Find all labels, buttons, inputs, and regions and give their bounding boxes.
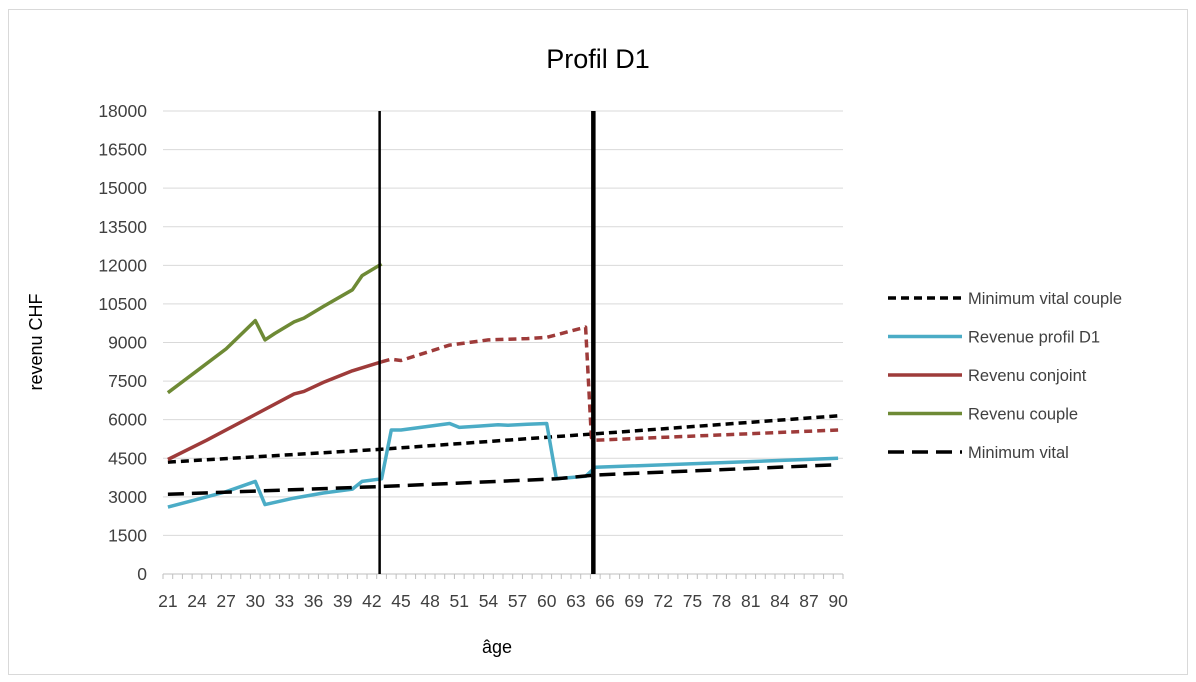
y-axis-ticks: 0 1500 3000 4500 6000 7500 9000 10500 12000 13500… [98, 101, 147, 584]
y-tick-label: 18000 [98, 101, 147, 121]
x-tick-label: 84 [770, 591, 790, 611]
vertical-markers [378, 111, 596, 574]
y-tick-label: 13500 [98, 217, 147, 237]
x-tick-label: 81 [741, 591, 760, 611]
x-tick-label: 87 [799, 591, 818, 611]
x-tick-label: 63 [566, 591, 585, 611]
y-tick-label: 16500 [98, 140, 147, 160]
series-line [167, 462, 839, 497]
x-tick-label: 54 [479, 591, 499, 611]
series-line-solid-part [167, 360, 383, 462]
x-tick-label: 75 [683, 591, 702, 611]
x-tick-label: 21 [158, 591, 177, 611]
y-tick-label: 15000 [98, 178, 147, 198]
x-tick-label: 39 [333, 591, 352, 611]
y-tick-label: 9000 [108, 333, 147, 353]
y-tick-label: 4500 [108, 448, 147, 468]
x-tick-label: 30 [246, 591, 266, 611]
y-tick-label: 10500 [98, 294, 147, 314]
x-tick-label: 57 [508, 591, 527, 611]
x-axis-title: âge [482, 637, 512, 657]
legend-label: Minimum vital couple [968, 290, 1122, 308]
legend-label: Minimum vital [968, 444, 1069, 462]
chart-title: Profil D1 [546, 44, 650, 74]
x-tick-label: 48 [420, 591, 439, 611]
grid-lines [163, 110, 843, 536]
legend: Minimum vital couple Revenue profil D1 Rev… [888, 290, 1122, 462]
x-tick-label: 45 [391, 591, 410, 611]
x-tick-label: 90 [828, 591, 848, 611]
y-axis-title: revenu CHF [26, 293, 46, 390]
legend-label: Revenue profil D1 [968, 329, 1100, 347]
legend-label: Revenu couple [968, 406, 1078, 424]
x-tick-label: 36 [304, 591, 323, 611]
y-tick-label: 1500 [108, 525, 147, 545]
x-tick-label: 33 [275, 591, 294, 611]
x-tick-label: 72 [654, 591, 673, 611]
x-tick-label: 51 [450, 591, 469, 611]
series-line [167, 414, 839, 464]
series-line [166, 262, 383, 395]
x-axis: 21 24 27 30 33 36 39 42 45 48 51 54 57 60 63 66 69 72 75 78… [158, 573, 848, 611]
plot-series [166, 262, 839, 509]
x-tick-label: 27 [216, 591, 235, 611]
y-tick-label: 7500 [108, 371, 147, 391]
y-tick-label: 3000 [108, 487, 147, 507]
x-tick-label: 69 [624, 591, 643, 611]
legend-label: Revenu conjoint [968, 367, 1087, 385]
y-tick-label: 12000 [98, 255, 147, 275]
series-line-dashed-part [381, 325, 839, 442]
x-tick-label: 42 [362, 591, 381, 611]
series-line [167, 421, 839, 509]
x-tick-label: 24 [187, 591, 207, 611]
y-tick-label: 0 [137, 564, 147, 584]
y-tick-label: 6000 [108, 410, 147, 430]
x-tick-label: 60 [537, 591, 557, 611]
x-tick-label: 78 [712, 591, 731, 611]
x-tick-label: 66 [595, 591, 614, 611]
